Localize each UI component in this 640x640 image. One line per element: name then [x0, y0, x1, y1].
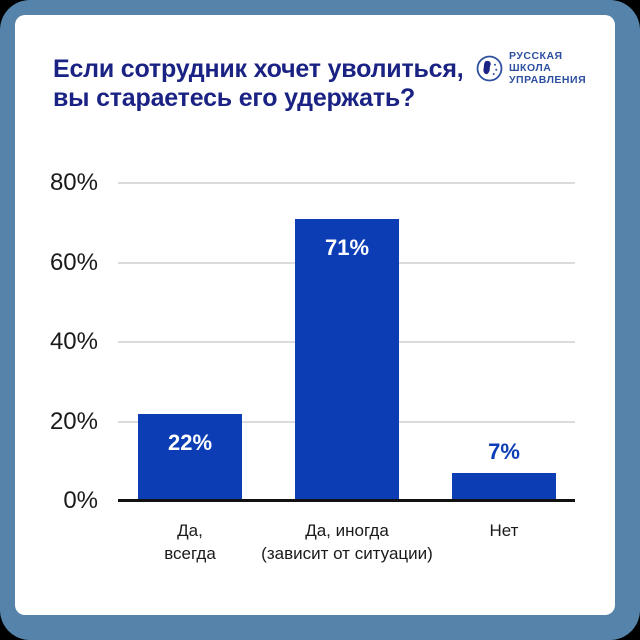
x-tick-label-line: Нет: [489, 521, 519, 540]
x-tick-label-1: Да, иногда (зависит от ситуации): [232, 519, 462, 565]
x-tick-label-line: всегда: [164, 544, 216, 563]
x-tick-label-2: Нет: [389, 519, 619, 542]
y-tick-label-20: 20%: [49, 407, 98, 435]
bar-value-label-0: 22%: [167, 429, 213, 455]
y-tick-label-0: 0%: [63, 487, 98, 514]
page-title: Если сотрудник хочет уволиться, вы стара…: [53, 55, 464, 113]
x-tick-label-line: Да, иногда: [305, 521, 389, 540]
x-tick-label-line: Да,: [177, 521, 203, 540]
rsu-logo-line2: ШКОЛА: [509, 62, 552, 74]
infographic-card: Если сотрудник хочет уволиться, вы стара…: [15, 15, 615, 615]
bar-0: [138, 413, 242, 501]
bar-value-label-2: 7%: [488, 439, 520, 465]
page-title-line2: вы стараетесь его удержать?: [53, 84, 416, 112]
bar-value-label-1: 71%: [324, 234, 370, 260]
y-tick-label-60: 60%: [49, 248, 98, 276]
rsu-logo-line1: РУССКАЯ: [509, 50, 563, 62]
x-tick-label-0: Да, всегда: [75, 519, 305, 565]
page-title-line1: Если сотрудник хочет уволиться,: [53, 55, 464, 83]
bar-1: [295, 218, 399, 501]
rsu-logo-text: РУССКАЯ ШКОЛА УПРАВЛЕНИЯ: [509, 50, 586, 86]
y-tick-label-40: 40%: [49, 328, 98, 355]
rsu-logo: РУССКАЯ ШКОЛА УПРАВЛЕНИЯ: [476, 50, 586, 86]
x-tick-label-line: (зависит от ситуации): [261, 544, 433, 563]
x-axis-line: [118, 499, 575, 502]
y-tick-label-80: 80%: [49, 169, 98, 196]
globe-face-icon: [476, 55, 503, 82]
bar-2: [452, 473, 556, 501]
gridline-80: [118, 182, 575, 184]
bar-chart: 80% 60% 40% 20% 0% 22% Да, всегда 71% Да, иногда (…: [50, 169, 575, 563]
rsu-logo-line3: УПРАВЛЕНИЯ: [509, 74, 587, 86]
